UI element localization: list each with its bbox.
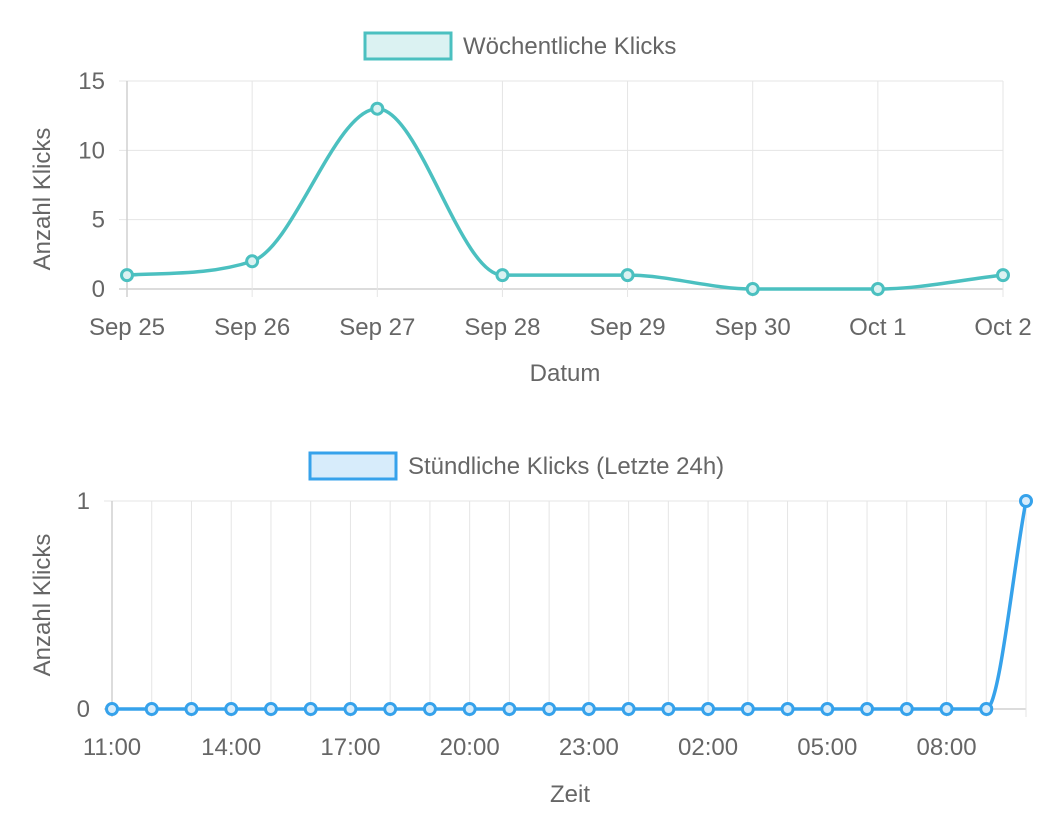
- weekly-legend-label: Wöchentliche Klicks: [463, 33, 676, 60]
- data-point[interactable]: [224, 702, 239, 716]
- data-point[interactable]: [621, 702, 636, 716]
- weekly-y-tick-label: 0: [92, 276, 105, 303]
- weekly-x-tick-label: Sep 25: [89, 314, 165, 341]
- weekly-x-tick-label: Oct 1: [849, 314, 906, 341]
- weekly-points: [120, 101, 1010, 296]
- weekly-x-tick-label: Sep 27: [339, 314, 415, 341]
- data-point[interactable]: [661, 702, 676, 716]
- hourly-series-line: [112, 500, 1028, 711]
- data-point[interactable]: [144, 702, 159, 716]
- data-point[interactable]: [1019, 494, 1033, 508]
- hourly-legend[interactable]: Stündliche Klicks (Letzte 24h): [308, 451, 724, 481]
- data-point[interactable]: [979, 702, 994, 716]
- weekly-x-tick-label: Sep 30: [715, 314, 791, 341]
- data-point[interactable]: [820, 702, 835, 716]
- hourly-y-tick-label: 0: [77, 696, 90, 723]
- data-point[interactable]: [422, 702, 437, 716]
- data-point[interactable]: [939, 702, 954, 716]
- data-point[interactable]: [495, 268, 510, 283]
- hourly-x-tick-label: 11:00: [83, 734, 141, 761]
- data-point[interactable]: [745, 282, 760, 296]
- weekly-legend[interactable]: Wöchentliche Klicks: [363, 31, 676, 61]
- data-point[interactable]: [303, 702, 318, 716]
- hourly-y-axis-title: Anzahl Klicks: [29, 534, 56, 677]
- weekly-series-line: [126, 106, 1004, 291]
- hourly-points: [105, 494, 1033, 716]
- hourly-x-tick-label: 02:00: [678, 734, 738, 761]
- hourly-x-tick-label: 14:00: [201, 734, 261, 761]
- data-point[interactable]: [581, 702, 596, 716]
- hourly-legend-swatch: [308, 451, 398, 481]
- weekly-y-tick-label: 15: [78, 68, 105, 95]
- data-point[interactable]: [120, 268, 134, 283]
- data-point[interactable]: [870, 282, 885, 296]
- weekly-y-axis-title: Anzahl Klicks: [29, 128, 56, 271]
- hourly-y-tick-label: 1: [77, 488, 90, 515]
- data-point[interactable]: [740, 702, 755, 716]
- weekly-x-tick-label: Sep 29: [590, 314, 666, 341]
- data-point[interactable]: [245, 254, 260, 269]
- data-point[interactable]: [370, 101, 385, 116]
- weekly-y-tick-label: 10: [78, 137, 105, 164]
- hourly-y-ticks: 01: [77, 488, 90, 723]
- data-point[interactable]: [899, 702, 914, 716]
- weekly-y-ticks: 0 5 10 15: [78, 68, 105, 303]
- data-point[interactable]: [343, 702, 358, 716]
- data-point[interactable]: [462, 702, 477, 716]
- weekly-legend-swatch: [363, 31, 453, 61]
- hourly-x-tick-label: 20:00: [440, 734, 500, 761]
- data-point[interactable]: [263, 702, 278, 716]
- hourly-grid: [104, 500, 1027, 717]
- weekly-x-tick-label: Oct 2: [974, 314, 1031, 341]
- hourly-x-tick-label: 17:00: [320, 734, 380, 761]
- data-point[interactable]: [184, 702, 199, 716]
- hourly-clicks-chart: Stündliche Klicks (Letzte 24h) 01 11:00 1…: [29, 451, 1033, 808]
- data-point[interactable]: [383, 702, 398, 716]
- data-point[interactable]: [620, 268, 635, 283]
- hourly-legend-label: Stündliche Klicks (Letzte 24h): [408, 453, 724, 480]
- hourly-x-tick-label: 08:00: [916, 734, 976, 761]
- weekly-y-tick-label: 5: [92, 207, 105, 234]
- hourly-x-axis-title: Zeit: [550, 781, 590, 808]
- data-point[interactable]: [996, 268, 1010, 283]
- data-point[interactable]: [780, 702, 795, 716]
- data-point[interactable]: [860, 702, 875, 716]
- hourly-x-ticks: 11:00 14:00 17:00 20:00 23:00 02:00 05:00 08:00: [83, 734, 977, 761]
- data-point[interactable]: [542, 702, 557, 716]
- data-point[interactable]: [502, 702, 517, 716]
- data-point[interactable]: [701, 702, 716, 716]
- hourly-x-tick-label: 05:00: [797, 734, 857, 761]
- weekly-x-ticks: Sep 25 Sep 26 Sep 27 Sep 28 Sep 29 Sep 30 Oct …: [89, 314, 1032, 341]
- weekly-x-tick-label: Sep 26: [214, 314, 290, 341]
- weekly-x-axis-title: Datum: [530, 360, 601, 387]
- hourly-x-tick-label: 23:00: [559, 734, 619, 761]
- weekly-x-tick-label: Sep 28: [464, 314, 540, 341]
- data-point[interactable]: [105, 702, 119, 716]
